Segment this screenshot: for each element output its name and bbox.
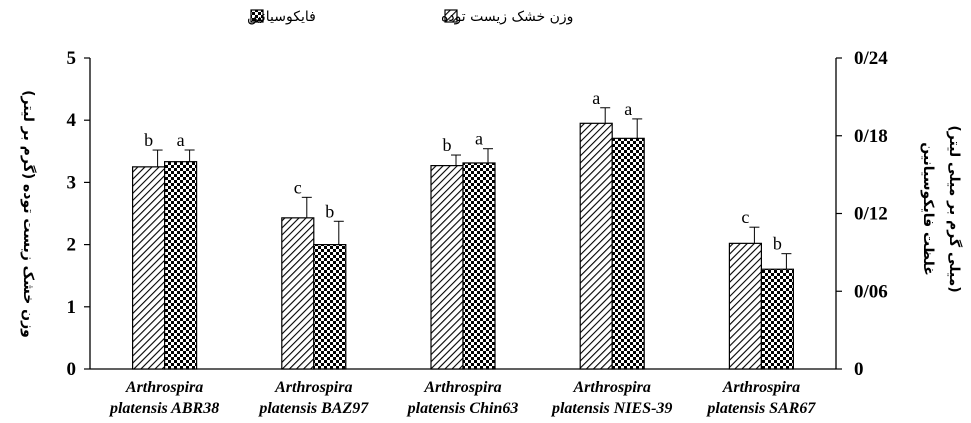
- y-axis-right-title-line1: غلظت فایکوسیانین: [920, 142, 936, 276]
- y-axis-left-title: وزن خشک زیست توده (گرم بر لیتر): [20, 90, 37, 338]
- bar-biomass: [579, 122, 613, 370]
- y-left-tick-label: 1: [67, 297, 77, 318]
- y-axis-left-ticks: 0 1 2 3 4 5: [67, 48, 90, 380]
- x-tick-label: Arthrospira: [423, 379, 501, 396]
- significance-letter: a: [624, 99, 632, 119]
- y-left-tick-label: 3: [67, 172, 77, 193]
- y-right-tick-label: 0/24: [854, 48, 888, 69]
- x-tick-label: platensis NIES-39: [550, 400, 672, 417]
- x-tick-label: platensis SAR67: [705, 400, 816, 417]
- x-tick-label: Arthrospira: [573, 379, 651, 396]
- y-left-tick-label: 4: [67, 110, 77, 131]
- significance-letter: b: [325, 201, 334, 221]
- bar-biomass: [728, 242, 763, 370]
- bar-phycocyanin: [611, 137, 645, 370]
- significance-letter: b: [773, 234, 782, 254]
- x-tick-label: Arthrospira: [125, 379, 203, 396]
- bar-biomass: [430, 165, 464, 370]
- significance-letter: c: [294, 177, 302, 197]
- y-right-tick-label: 0/18: [854, 126, 888, 147]
- bar-biomass: [132, 166, 166, 370]
- x-tick-label: platensis Chin63: [406, 400, 519, 417]
- x-tick-label: Arthrospira: [274, 379, 352, 396]
- significance-letter: b: [443, 135, 452, 155]
- legend-label-phycocyanin: فایکوسیانین: [247, 9, 316, 25]
- bar-biomass: [281, 217, 315, 370]
- y-right-tick-label: 0/06: [854, 281, 888, 302]
- significance-letter: a: [592, 88, 600, 108]
- y-axis-right-ticks: 0 0/06 0/12 0/18 0/24: [836, 48, 888, 380]
- x-tick-label: Arthrospira: [722, 379, 800, 396]
- significance-letter: b: [144, 130, 153, 150]
- x-tick-label: platensis ABR38: [108, 400, 219, 417]
- x-tick-label: platensis BAZ97: [257, 400, 369, 417]
- y-axis-right-title-line2: (میلی گرم بر میلی لیتر): [946, 125, 963, 292]
- y-left-tick-label: 2: [67, 235, 77, 256]
- bar-phycocyanin: [313, 244, 347, 370]
- legend-swatch-biomass: [444, 9, 458, 23]
- significance-letter: c: [741, 207, 749, 227]
- significance-letter: a: [475, 129, 483, 149]
- y-left-tick-label: 5: [67, 48, 77, 69]
- legend: وزن خشک زیست توده فایکوسیانین: [247, 9, 573, 25]
- legend-swatch-phycocyanin: [250, 9, 264, 23]
- legend-label-biomass: وزن خشک زیست توده: [441, 9, 573, 25]
- significance-letter: a: [177, 130, 185, 150]
- bar-phycocyanin: [760, 268, 795, 370]
- y-left-tick-label: 0: [67, 359, 77, 380]
- y-right-tick-label: 0/12: [854, 204, 888, 225]
- category-labels: Arthrospira platensis ABR38 Arthrospira pla…: [108, 379, 816, 417]
- bar-phycocyanin: [462, 162, 496, 370]
- bars: b c b a c a b a a b: [132, 88, 795, 370]
- y-right-tick-label: 0: [854, 359, 864, 380]
- bar-phycocyanin: [164, 161, 198, 370]
